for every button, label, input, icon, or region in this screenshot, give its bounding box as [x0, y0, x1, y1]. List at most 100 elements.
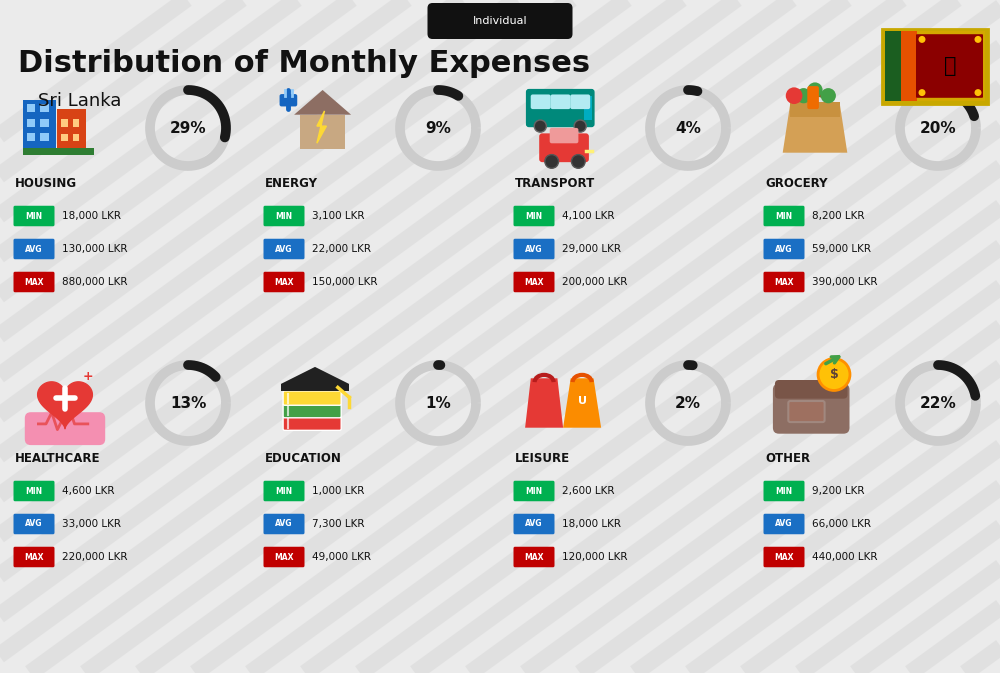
Circle shape — [918, 89, 925, 96]
FancyBboxPatch shape — [514, 513, 554, 534]
Text: HOUSING: HOUSING — [15, 176, 77, 190]
FancyBboxPatch shape — [514, 206, 554, 226]
FancyBboxPatch shape — [885, 31, 985, 101]
Text: +: + — [82, 370, 93, 383]
Text: MAX: MAX — [774, 277, 794, 287]
Text: OTHER: OTHER — [765, 452, 810, 464]
FancyBboxPatch shape — [514, 272, 554, 292]
FancyBboxPatch shape — [61, 119, 68, 127]
FancyBboxPatch shape — [264, 272, 304, 292]
Text: 9%: 9% — [425, 120, 451, 135]
Polygon shape — [563, 378, 601, 428]
Text: 29,000 LKR: 29,000 LKR — [562, 244, 621, 254]
Polygon shape — [525, 378, 563, 428]
Text: 8,200 LKR: 8,200 LKR — [812, 211, 864, 221]
Text: MAX: MAX — [524, 553, 544, 561]
Text: AVG: AVG — [25, 244, 43, 254]
Text: 18,000 LKR: 18,000 LKR — [562, 519, 621, 529]
FancyBboxPatch shape — [264, 206, 304, 226]
Text: 1%: 1% — [425, 396, 451, 411]
FancyBboxPatch shape — [264, 239, 304, 259]
Text: 3,100 LKR: 3,100 LKR — [312, 211, 364, 221]
FancyBboxPatch shape — [25, 412, 105, 445]
Text: 4%: 4% — [675, 120, 701, 135]
Text: 33,000 LKR: 33,000 LKR — [62, 519, 121, 529]
Text: MAX: MAX — [274, 553, 294, 561]
Circle shape — [571, 155, 585, 168]
Text: Sri Lanka: Sri Lanka — [38, 92, 121, 110]
Text: Distribution of Monthly Expenses: Distribution of Monthly Expenses — [18, 48, 590, 77]
FancyBboxPatch shape — [570, 94, 590, 109]
Text: 200,000 LKR: 200,000 LKR — [562, 277, 627, 287]
FancyBboxPatch shape — [14, 239, 55, 259]
FancyBboxPatch shape — [281, 384, 349, 391]
FancyBboxPatch shape — [764, 272, 804, 292]
Text: $: $ — [830, 368, 838, 381]
FancyBboxPatch shape — [885, 31, 901, 101]
Text: MIN: MIN — [775, 487, 793, 495]
Text: 22,000 LKR: 22,000 LKR — [312, 244, 371, 254]
Circle shape — [818, 359, 850, 390]
FancyBboxPatch shape — [807, 86, 819, 109]
FancyBboxPatch shape — [428, 3, 572, 39]
FancyBboxPatch shape — [73, 134, 79, 141]
FancyBboxPatch shape — [14, 513, 55, 534]
FancyBboxPatch shape — [526, 89, 595, 127]
FancyBboxPatch shape — [283, 403, 341, 418]
FancyBboxPatch shape — [764, 206, 804, 226]
FancyBboxPatch shape — [283, 391, 341, 405]
FancyBboxPatch shape — [40, 133, 49, 141]
Text: 150,000 LKR: 150,000 LKR — [312, 277, 377, 287]
FancyBboxPatch shape — [531, 94, 551, 109]
Text: 4,100 LKR: 4,100 LKR — [562, 211, 614, 221]
Text: MIN: MIN — [275, 487, 293, 495]
Text: AVG: AVG — [775, 520, 793, 528]
Circle shape — [574, 120, 586, 132]
FancyBboxPatch shape — [27, 104, 35, 112]
FancyBboxPatch shape — [790, 102, 840, 116]
FancyBboxPatch shape — [14, 546, 55, 567]
FancyBboxPatch shape — [264, 481, 304, 501]
Text: TRANSPORT: TRANSPORT — [515, 176, 595, 190]
FancyBboxPatch shape — [764, 481, 804, 501]
FancyBboxPatch shape — [23, 100, 56, 149]
Text: 440,000 LKR: 440,000 LKR — [812, 552, 878, 562]
FancyBboxPatch shape — [764, 239, 804, 259]
FancyBboxPatch shape — [14, 206, 55, 226]
FancyBboxPatch shape — [27, 118, 35, 127]
FancyBboxPatch shape — [61, 134, 68, 141]
Circle shape — [918, 36, 925, 43]
Text: AVG: AVG — [25, 520, 43, 528]
FancyBboxPatch shape — [23, 148, 94, 155]
Text: MIN: MIN — [25, 211, 43, 221]
Text: 390,000 LKR: 390,000 LKR — [812, 277, 878, 287]
Circle shape — [807, 82, 823, 98]
FancyBboxPatch shape — [775, 380, 848, 398]
FancyBboxPatch shape — [916, 34, 983, 98]
Text: AVG: AVG — [525, 244, 543, 254]
Text: 2%: 2% — [675, 396, 701, 411]
Polygon shape — [281, 367, 349, 384]
Text: 18,000 LKR: 18,000 LKR — [62, 211, 121, 221]
Text: 20%: 20% — [920, 120, 956, 135]
FancyBboxPatch shape — [14, 272, 55, 292]
Circle shape — [796, 88, 811, 103]
Text: 13%: 13% — [170, 396, 206, 411]
Circle shape — [974, 89, 981, 96]
Text: ENERGY: ENERGY — [265, 176, 318, 190]
FancyBboxPatch shape — [514, 481, 554, 501]
Text: 66,000 LKR: 66,000 LKR — [812, 519, 871, 529]
Text: MAX: MAX — [24, 277, 44, 287]
Text: MIN: MIN — [525, 487, 543, 495]
Text: AVG: AVG — [275, 520, 293, 528]
FancyBboxPatch shape — [300, 114, 345, 149]
Text: 22%: 22% — [920, 396, 956, 411]
Text: MIN: MIN — [25, 487, 43, 495]
FancyBboxPatch shape — [73, 119, 79, 127]
Text: Individual: Individual — [473, 16, 527, 26]
Text: 7,300 LKR: 7,300 LKR — [312, 519, 364, 529]
FancyBboxPatch shape — [901, 31, 917, 101]
FancyBboxPatch shape — [280, 94, 297, 106]
Text: MAX: MAX — [24, 553, 44, 561]
Text: 2,600 LKR: 2,600 LKR — [562, 486, 614, 496]
